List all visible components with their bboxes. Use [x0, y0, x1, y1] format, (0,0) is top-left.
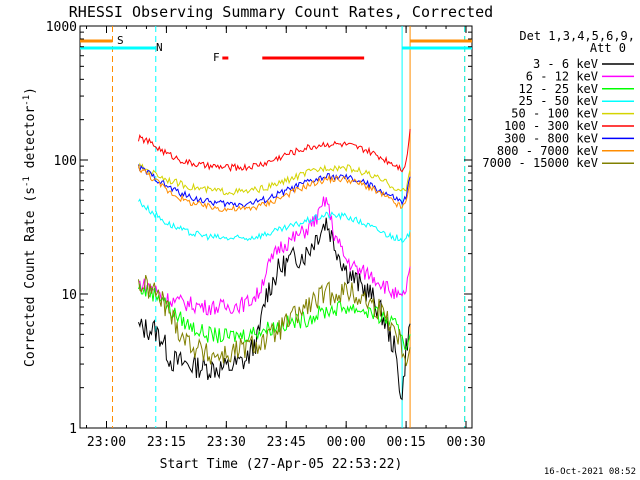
series-line [138, 283, 411, 351]
y-axis: 1 10 100 1000 [46, 20, 472, 437]
flag-label-s: S [117, 34, 124, 47]
y-tick-label: 1000 [46, 20, 77, 35]
x-axis: 23:00 23:15 23:30 23:45 00:00 00:15 00:30 [86, 26, 486, 450]
legend-entry-label: 100 - 300 keV [504, 119, 598, 133]
x-tick-label: 00:15 [387, 435, 426, 450]
legend-entry-label: 300 - 800 keV [504, 131, 598, 145]
series-line [138, 129, 411, 173]
x-tick-label: 00:30 [446, 435, 485, 450]
plot-area: S N F [79, 25, 473, 429]
x-tick-label: 23:45 [267, 435, 306, 450]
chart-title: RHESSI Observing Summary Count Rates, Co… [69, 3, 493, 21]
y-axis-label-part: detector [23, 106, 38, 177]
y-axis-label-superscript: -1 [22, 176, 32, 187]
legend-entry-label: 12 - 25 keV [519, 82, 598, 96]
series-line [138, 162, 411, 196]
y-axis-label-part: ) [23, 87, 38, 95]
y-axis-label-part: Corrected Count Rate (s [23, 187, 38, 367]
legend-header-attenuator: Att 0 [590, 41, 626, 55]
y-axis-label: Corrected Count Rate (s-1 detector-1) [22, 87, 38, 367]
series-line [138, 164, 411, 209]
legend-entry-label: 6 - 12 keV [526, 69, 598, 83]
plot-frame [79, 25, 473, 429]
series-line [138, 196, 411, 316]
legend-entry-label: 3 - 6 keV [533, 57, 598, 71]
series-line [138, 274, 411, 367]
y-tick-label: 1 [69, 422, 77, 437]
y-tick-label: 10 [61, 288, 77, 303]
legend-entry-label: 25 - 50 keV [519, 94, 598, 108]
legend-entry-label: 7000 - 15000 keV [482, 156, 598, 170]
flag-label-n: N [156, 41, 163, 54]
series-line [138, 198, 411, 243]
series-line [138, 165, 411, 213]
x-tick-label: 23:00 [87, 435, 126, 450]
x-axis-label: Start Time (27-Apr-05 22:53:22) [160, 457, 403, 472]
legend-header: Det 1,3,4,5,6,9, [519, 29, 635, 43]
y-tick-label: 100 [54, 154, 77, 169]
y-axis-label-superscript: -1 [22, 95, 32, 106]
x-tick-label: 00:00 [327, 435, 366, 450]
legend-entry-label: 800 - 7000 keV [497, 144, 598, 158]
x-tick-label: 23:15 [147, 435, 186, 450]
timestamp: 16-Oct-2021 08:52 [544, 467, 636, 477]
flag-label-f: F [213, 51, 220, 64]
x-tick-label: 23:30 [207, 435, 246, 450]
legend-entry-label: 50 - 100 keV [511, 107, 598, 121]
